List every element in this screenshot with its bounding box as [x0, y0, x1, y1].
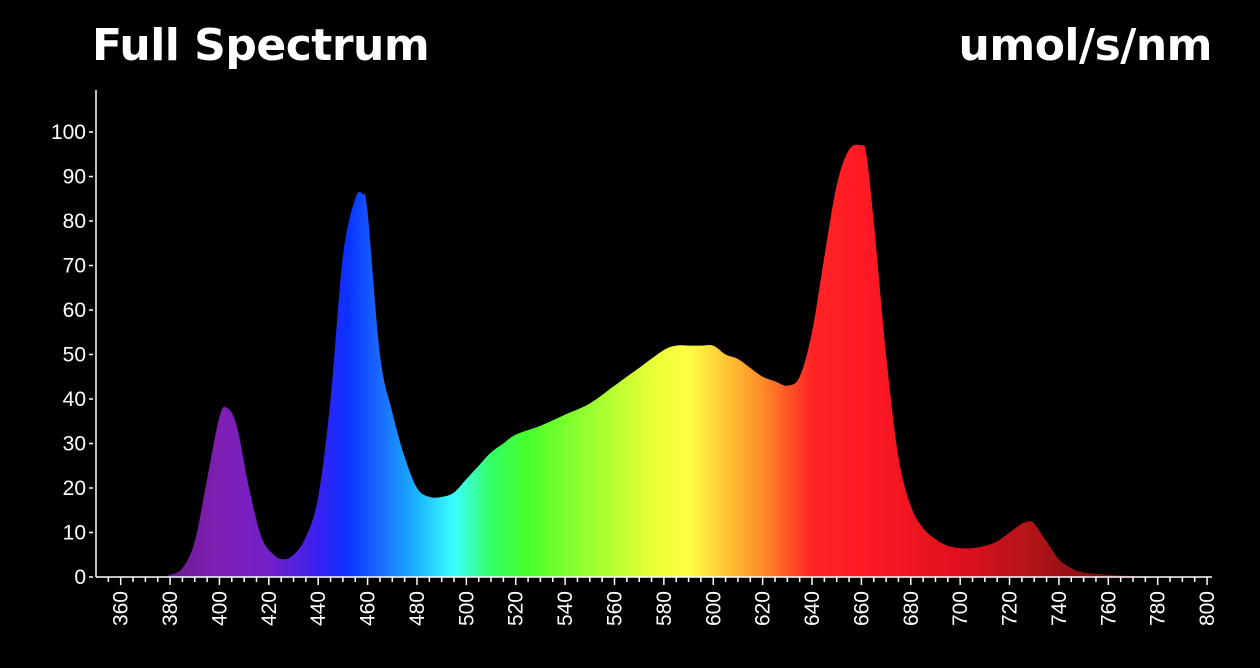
- chart-title: Full Spectrum: [92, 20, 430, 71]
- x-tick-label: 640: [801, 591, 824, 626]
- x-tick-label: 740: [1048, 591, 1071, 626]
- y-tick-label: 40: [63, 388, 86, 411]
- y-tick-label: 90: [63, 166, 86, 189]
- x-tick-label: 800: [1196, 591, 1219, 626]
- x-tick-label: 780: [1147, 591, 1170, 626]
- x-tick-label: 700: [949, 591, 972, 626]
- y-tick-label: 0: [74, 566, 86, 589]
- x-tick-label: 720: [999, 591, 1022, 626]
- x-tick-label: 540: [554, 591, 577, 626]
- x-tick-label: 520: [505, 591, 528, 626]
- x-tick-label: 480: [406, 591, 429, 626]
- y-tick-label: 100: [51, 121, 86, 144]
- x-tick-label: 500: [455, 591, 478, 626]
- y-tick-label: 50: [63, 344, 86, 367]
- y-tick-label: 30: [63, 433, 86, 456]
- y-tick-label: 70: [63, 255, 86, 278]
- x-tick-label: 380: [159, 591, 182, 626]
- unit-label: umol/s/nm: [958, 20, 1213, 71]
- y-tick-label: 80: [63, 210, 86, 233]
- axes: 0 10 20 30 40 50 60 70 80 90 100 360 380 400 420 440 460…: [51, 90, 1219, 626]
- x-tick-label: 460: [357, 591, 380, 626]
- x-tick-label: 560: [603, 591, 626, 626]
- spectrum-area-series-0: [96, 144, 1212, 577]
- x-tick-label: 620: [752, 591, 775, 626]
- x-tick-label: 440: [307, 591, 330, 626]
- x-tick-label: 420: [258, 591, 281, 626]
- y-tick-label: 60: [63, 299, 86, 322]
- x-tick-label: 400: [208, 591, 231, 626]
- x-tick-label: 600: [702, 591, 725, 626]
- y-tick-label: 20: [63, 477, 86, 500]
- x-tick-label: 760: [1097, 591, 1120, 626]
- x-tick-label: 660: [850, 591, 873, 626]
- y-tick-label: 10: [63, 522, 86, 545]
- plot-area: [96, 144, 1212, 577]
- x-tick-label: 680: [900, 591, 923, 626]
- x-tick-label: 580: [653, 591, 676, 626]
- x-tick-label: 360: [110, 591, 133, 626]
